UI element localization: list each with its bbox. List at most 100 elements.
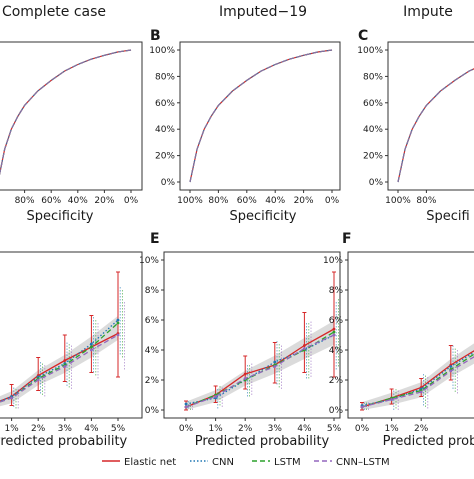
series-line [361,353,474,408]
y-tick-label: 0% [161,178,176,188]
y-tick-label: 0% [145,406,160,416]
panel-letter: B [150,28,161,44]
y-tick-label: 2% [329,376,344,386]
data-point [332,330,336,334]
x-tick-label: 5% [111,424,126,434]
data-point [243,372,247,376]
data-point [303,344,306,347]
y-tick-label: 4% [145,346,160,356]
panel-frame [179,41,341,191]
x-tick-label: 0% [124,196,139,206]
data-point [273,360,277,364]
x-tick-label: 20% [294,196,314,206]
y-tick-label: 0% [329,406,344,416]
y-tick-label: 4% [329,346,344,356]
x-axis-title: Predicted proba [383,434,474,449]
data-point [36,378,40,382]
panel-letter: C [358,28,368,44]
y-tick-label: 100% [357,46,383,56]
x-axis-title: Specifi [426,209,469,224]
x-tick-label: 100% [177,196,203,206]
panel-title: Imputed−19 [219,4,307,20]
y-tick-label: 60% [363,99,383,109]
series-line [0,319,119,402]
x-tick-label: 80% [416,196,436,206]
roc-curve-line [189,49,333,183]
roc-curves [189,49,333,183]
panel-frame [347,251,474,419]
x-tick-label: 5% [327,424,342,434]
data-point [90,342,93,346]
x-tick-label: 100% [385,196,411,206]
panel-letter: F [342,231,352,247]
roc-curve-line [397,68,474,183]
roc-curve-line [189,49,333,183]
data-point [214,395,218,398]
x-tick-label: 2% [414,424,429,434]
y-tick-label: 40% [155,125,175,135]
y-tick-label: 0% [369,178,384,188]
data-point [449,369,453,373]
confidence-band [0,315,118,407]
data-point [332,333,336,337]
x-tick-label: 60% [41,196,61,206]
roc-panel: 0% 20% 40% 60% 80% 100% 100% 80% 60% 40% 20% 0% Spec… [149,4,341,224]
x-tick-label: 2% [238,424,253,434]
calibration-panel: 0%2%4%6%8%10%0%1%2%Predicted probaF [323,231,474,449]
series-line [185,334,335,408]
series-line [0,334,119,403]
data-point [116,318,120,322]
panel-title: Impute [403,4,453,20]
data-point [184,405,188,409]
confidence-band [186,320,334,410]
data-point [63,359,67,362]
y-tick-label: 80% [363,72,383,82]
x-tick-label: 3% [268,424,283,434]
data-point [449,365,453,368]
x-tick-label: 0% [325,196,340,206]
data-point [303,347,306,350]
calibration-curves [184,271,339,411]
x-tick-label: 1% [4,424,19,434]
panel-frame [0,251,143,419]
roc-curve-line [0,49,132,176]
x-axis-title: Specificity [230,209,297,224]
x-tick-label: 4% [84,424,99,434]
panel-frame [163,251,341,419]
calibration-curves [0,271,125,409]
x-tick-label: 0% [355,424,370,434]
roc-curve-line [397,68,474,183]
y-tick-label: 6% [145,316,160,326]
x-tick-label: 1% [384,424,399,434]
data-point [90,348,93,352]
panel-title: Complete case [2,4,106,20]
series-line [0,332,119,402]
y-tick-label: 60% [155,99,175,109]
series-line [361,356,474,408]
data-point [332,327,336,331]
y-tick-label: 2% [145,376,160,386]
data-point [184,402,188,406]
x-tick-label: 60% [237,196,257,206]
data-point [390,398,393,401]
data-point [116,321,120,325]
data-point [10,396,14,400]
roc-panel: 80% 60% 40% 20% 0% Specificity Complete case [0,4,143,224]
panel-letter: E [150,231,160,247]
data-point [419,390,423,394]
calibration-panel: 1% 2% 3% 4% 5%Predicted probability [0,251,143,449]
legend-label: LSTM [274,457,301,468]
legend: Elastic net CNN LSTM CNN–LSTM [102,457,390,468]
data-point [273,365,277,368]
roc-curves [397,68,474,183]
data-point [63,365,67,368]
panel-frame [0,41,143,191]
confidence-band [362,343,474,410]
data-point [90,345,93,349]
x-axis-title: Specificity [27,209,94,224]
x-tick-label: 2% [31,424,46,434]
x-tick-label: 80% [208,196,228,206]
x-tick-label: 80% [15,196,35,206]
x-tick-label: 40% [68,196,88,206]
